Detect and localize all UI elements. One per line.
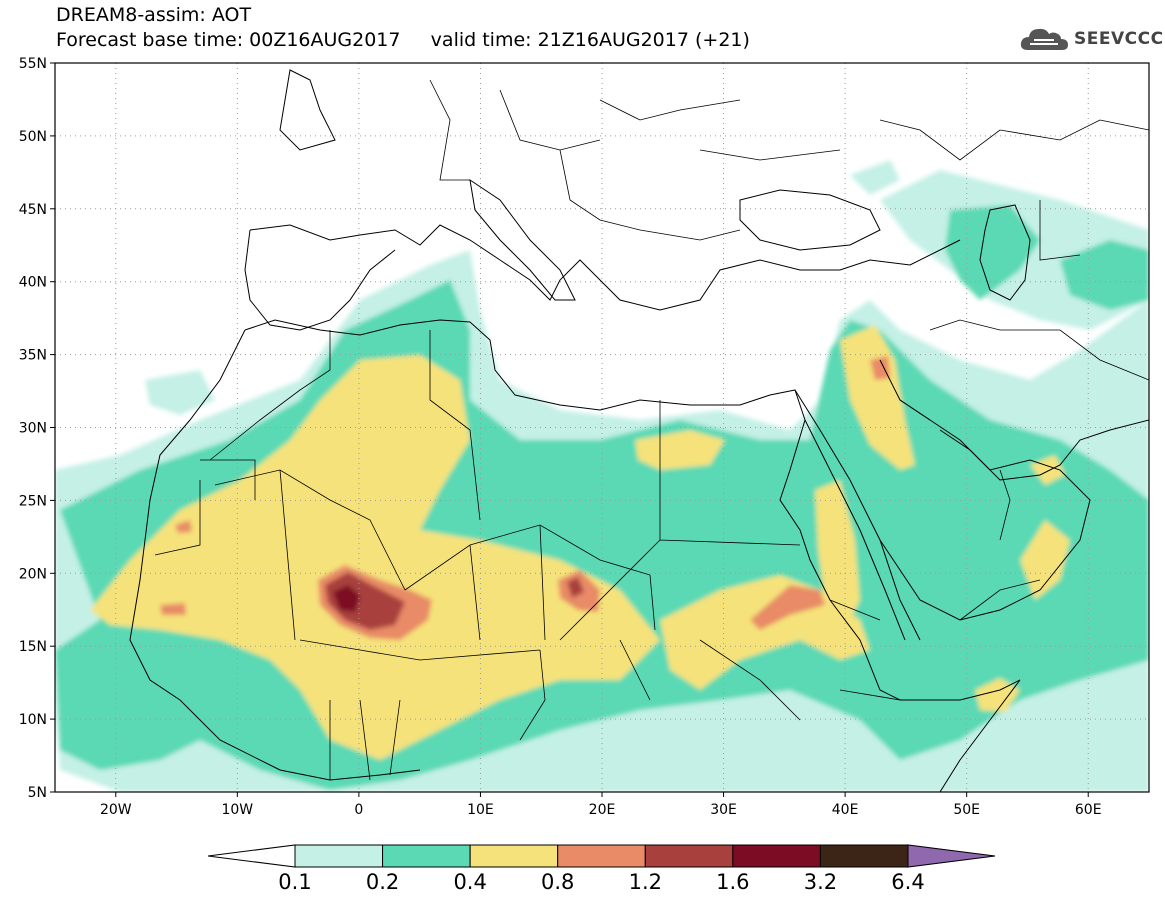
longitude-label: 0	[354, 802, 363, 818]
europe-coastline	[249, 224, 961, 311]
aot-level-6-region	[333, 585, 360, 612]
colorbar-label: 6.4	[891, 870, 925, 894]
longitude-label: 20W	[100, 802, 132, 818]
longitude-labels: 20W 10W 0 10E 20E 30E 40E 50E 60E	[100, 802, 1102, 818]
colorbar-segment	[819, 844, 909, 868]
country-borders	[154, 330, 1041, 781]
aot-level-3-region	[975, 678, 1020, 712]
colorbar-label: 0.4	[453, 870, 487, 894]
longitude-label: 20E	[589, 802, 616, 818]
latitude-label: 5N	[28, 785, 47, 801]
colorbar-label: 3.2	[803, 870, 838, 894]
colorbar-label: 1.6	[716, 870, 750, 894]
axis-ticks	[50, 62, 1089, 797]
northern-borders	[429, 79, 1149, 381]
black-sea-coastline	[739, 189, 881, 251]
aot-level-4-region	[870, 356, 890, 380]
cloud-logo-icon	[1020, 28, 1068, 50]
colorbar-label: 0.8	[541, 870, 575, 894]
aot-level-4-region	[160, 603, 186, 615]
aot-level-3-region	[1020, 520, 1070, 600]
colorbar-segment	[382, 844, 471, 868]
colorbar-segment	[732, 844, 821, 868]
aot-level-2-region	[1060, 240, 1149, 310]
longitude-label: 40E	[832, 802, 859, 818]
aot-level-4-region	[750, 585, 825, 630]
aot-level-3-region	[635, 430, 725, 470]
iberia-coastline	[244, 229, 396, 331]
latitude-label: 10N	[19, 712, 47, 728]
longitude-label: 60E	[1075, 802, 1102, 818]
latitude-label: 55N	[19, 56, 47, 72]
colorbar-segment	[557, 844, 646, 868]
latitude-labels: 55N 50N 45N 40N 35N 30N 25N 20N 15N 10N 5N	[19, 56, 47, 801]
italy-coastline	[469, 178, 576, 301]
longitude-label: 50E	[953, 802, 980, 818]
latitude-label: 45N	[19, 202, 47, 218]
coastlines	[129, 69, 1149, 792]
longitude-label: 30E	[710, 802, 737, 818]
aot-level-4-region	[175, 520, 192, 533]
aot-level-1-region	[145, 370, 215, 415]
uk-coastline	[279, 69, 336, 151]
forecast-time-subtitle: Forecast base time: 00Z16AUG2017 valid t…	[56, 29, 750, 51]
latitude-label: 15N	[19, 639, 47, 655]
aot-level-5-region	[567, 577, 584, 598]
latitude-label: 30N	[19, 421, 47, 437]
longitude-label: 10W	[221, 802, 253, 818]
latitude-label: 40N	[19, 275, 47, 291]
persian-gulf-coastline	[939, 419, 1149, 481]
latitude-label: 25N	[19, 493, 47, 509]
aot-level-3-region	[90, 355, 660, 760]
africa-coastline	[244, 319, 1021, 792]
red-sea-coastline	[794, 389, 921, 641]
aot-level-2-region	[945, 205, 1040, 300]
colorbar-label: 0.2	[365, 870, 400, 894]
colorbar-segment	[644, 844, 734, 868]
colorbar-upper-extension	[907, 844, 996, 868]
latitude-label: 50N	[19, 129, 47, 145]
chart-title: DREAM8-assim: AOT	[56, 4, 252, 26]
colorbar-label: 0.1	[278, 870, 312, 894]
aot-level-3-region	[840, 325, 915, 470]
latitude-label: 20N	[19, 566, 47, 582]
latitude-label: 35N	[19, 348, 47, 364]
seevccc-logo: SEEVCCC	[1018, 22, 1164, 56]
colorbar-segment	[469, 844, 559, 868]
logo-text: SEEVCCC	[1074, 29, 1164, 49]
aot-contours	[55, 63, 1149, 792]
aot-level-1-region	[850, 160, 900, 195]
colorbar-segment	[294, 844, 384, 868]
colorbar-lower-extension	[207, 844, 296, 868]
caspian-coastline	[979, 204, 1031, 301]
aot-colorbar	[207, 844, 996, 868]
colorbar-label: 1.2	[628, 870, 662, 894]
longitude-label: 10E	[467, 802, 494, 818]
arabia-coastline	[879, 359, 1091, 621]
west-africa-coastline	[129, 329, 421, 781]
